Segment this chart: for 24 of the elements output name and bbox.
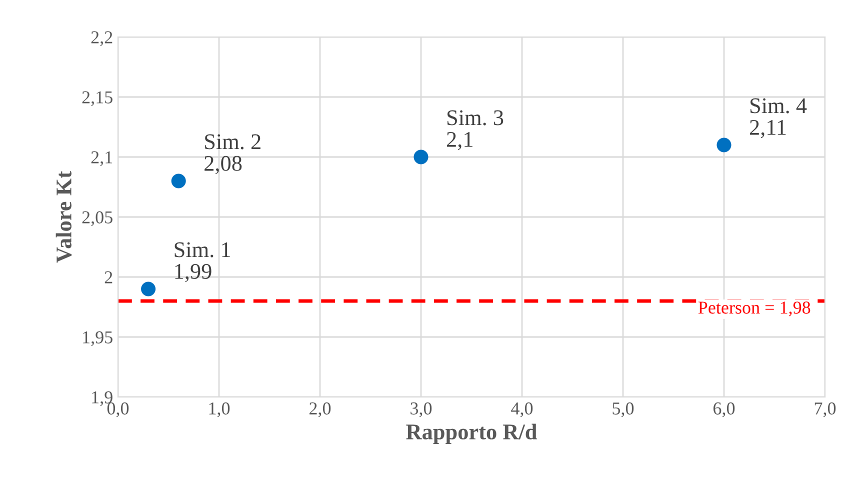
point — [141, 282, 156, 296]
ref-line-label: Peterson = 1,98 — [698, 302, 810, 316]
x-tick-label: 2,0 — [310, 402, 331, 418]
x-axis-title: Rapporto R/d — [406, 424, 538, 444]
x-tick-label: 4,0 — [511, 402, 533, 418]
x-tick-label: 7,0 — [814, 402, 836, 418]
x-tick-label: 3,0 — [410, 402, 432, 418]
y-tick-label: 2,2 — [91, 31, 112, 46]
y-tick-label: 2,05 — [82, 211, 112, 226]
data-label: Sim. 4 2,11 — [750, 98, 807, 138]
y-tick-label: 2 — [104, 271, 112, 284]
x-tick-label: 6,0 — [713, 402, 735, 418]
y-axis-title: Valore Kt — [56, 171, 72, 263]
y-tick-label: 2,15 — [82, 91, 112, 106]
x-tick-label: 1,0 — [209, 402, 230, 418]
x-tick-label: 5,0 — [612, 402, 634, 418]
y-tick-label: 2,1 — [91, 151, 112, 166]
point — [414, 150, 428, 164]
data-label: Sim. 2 2,08 — [204, 134, 260, 174]
y-tick-label: 1,95 — [83, 331, 112, 346]
data-label: Sim. 1 1,99 — [174, 242, 230, 282]
data-label: Sim. 3 2,1 — [446, 110, 504, 150]
point — [716, 138, 732, 152]
point — [171, 174, 186, 188]
